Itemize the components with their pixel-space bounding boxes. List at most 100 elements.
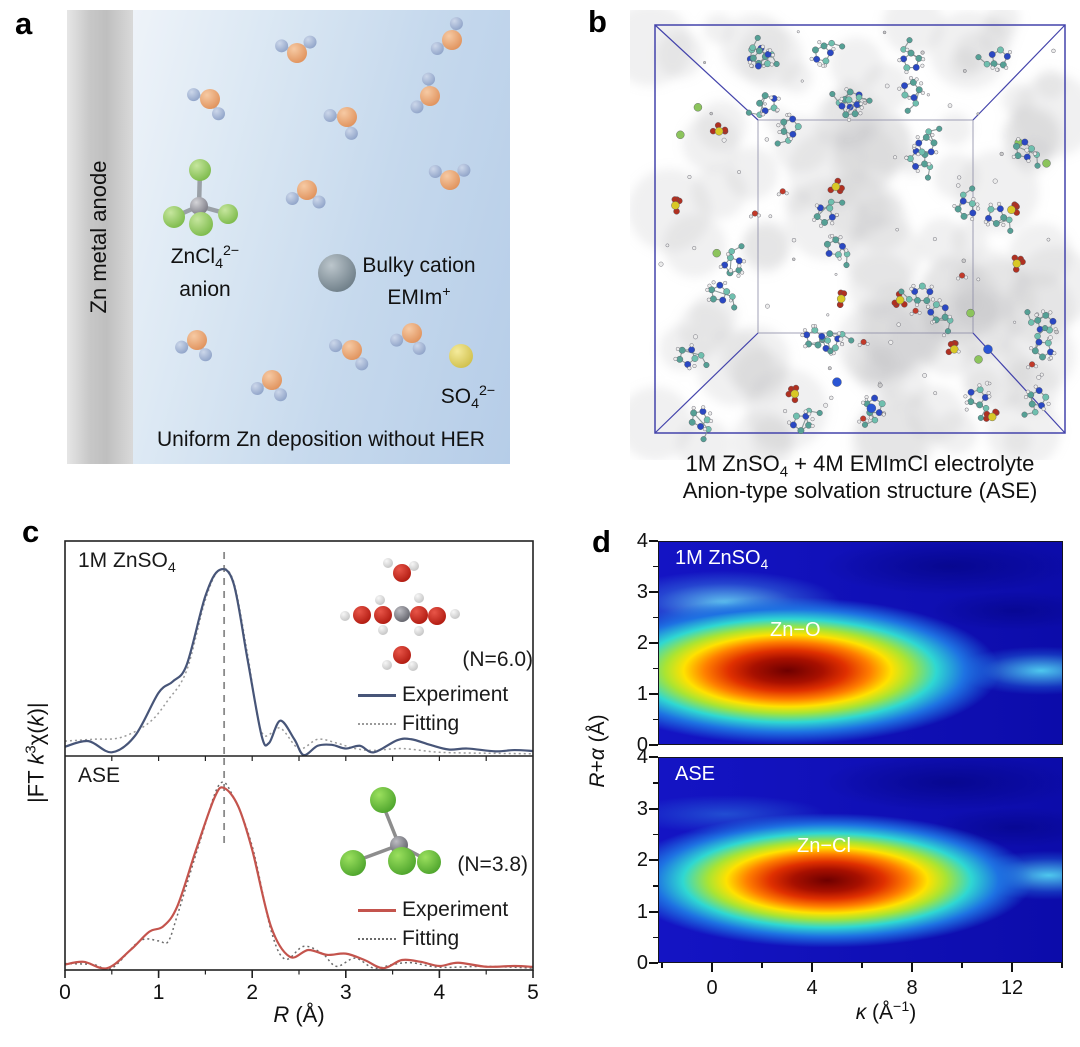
zn-center-atom <box>190 197 208 215</box>
water-molecule <box>250 370 287 402</box>
water-molecule <box>323 107 358 140</box>
axis-tick <box>653 718 658 721</box>
heatmap1-label: 1M ZnSO4 <box>675 547 769 572</box>
axis-tick <box>711 963 713 972</box>
panel-a-label: a <box>15 6 33 41</box>
axis-tick <box>649 540 658 542</box>
d-y-axis-label: R+α (Å) <box>586 714 609 788</box>
axis-tick <box>961 963 963 968</box>
axis-tick-label: 2 <box>636 849 648 871</box>
c-x-axis-label: R (Å) <box>273 1002 325 1027</box>
c-tick-label: 4 <box>434 981 446 1004</box>
axis-tick-label: 3 <box>636 581 648 603</box>
axis-tick <box>653 616 658 619</box>
wavelet-heatmap-ase <box>658 757 1063 963</box>
axis-tick <box>649 744 658 746</box>
water-molecule <box>390 323 426 355</box>
zn-water-inset <box>340 558 460 671</box>
anion-word: anion <box>179 278 231 302</box>
axis-tick-label: 1 <box>636 900 648 923</box>
anode-label: Zn metal anode <box>86 160 111 314</box>
bulky-cation-sphere <box>318 254 356 292</box>
heatmap2-label: ASE <box>675 763 716 785</box>
exafs-plot-svg: 0 1 2 3 4 5 <box>59 540 539 1004</box>
axis-tick <box>653 885 658 887</box>
legend2-fitting-label: Fitting <box>402 927 460 950</box>
axis-tick <box>649 859 658 861</box>
zn-anode-bar <box>67 10 133 464</box>
water-molecule <box>175 330 212 362</box>
c-tick-label: 3 <box>340 981 352 1004</box>
c-tick-label: 1 <box>153 981 165 1004</box>
axis-tick <box>653 833 658 835</box>
water-molecule <box>428 163 471 190</box>
heatmap1-bond-label: Zn−O <box>770 619 821 641</box>
water-molecules <box>175 17 471 402</box>
axis-tick <box>661 963 663 968</box>
subplot1-label: 1M ZnSO4 <box>78 549 176 577</box>
water-molecule <box>275 35 317 63</box>
c-y-axis-label: |FT k3χ(k)| <box>22 702 49 803</box>
axis-tick-label: 12 <box>1000 977 1024 999</box>
axis-tick-label: 4 <box>806 977 818 999</box>
axis-tick <box>861 963 863 968</box>
electrolyte-area <box>133 10 510 464</box>
axis-tick <box>1011 963 1013 972</box>
water-molecule <box>430 17 463 55</box>
c-tick-label: 5 <box>527 981 539 1004</box>
legend1-fitting-line <box>358 723 396 725</box>
axis-tick <box>653 565 658 568</box>
sulfate-sphere <box>449 344 473 368</box>
axis-tick-label: 4 <box>636 530 648 552</box>
zncl4-inset <box>340 787 441 876</box>
legend2-experiment-line <box>358 909 396 912</box>
axis-tick <box>811 963 813 972</box>
axis-tick-label: 0 <box>706 977 718 999</box>
legend1-experiment-line <box>358 694 396 697</box>
panel-b-caption-line2: Anion-type solvation structure (ASE) <box>682 478 1038 503</box>
axis-tick <box>649 807 658 810</box>
axis-tick-label: 2 <box>636 632 648 654</box>
electrolyte-molecules <box>658 30 1059 443</box>
subplot2-label: ASE <box>78 764 121 787</box>
axis-tick-label: 0 <box>636 734 648 756</box>
water-molecule <box>285 180 326 209</box>
md-simulation-box <box>630 10 1080 460</box>
cation-line1: Bulky cation <box>362 254 476 277</box>
water-molecule <box>329 339 369 371</box>
axis-tick-label: 3 <box>636 797 648 820</box>
legend1-fitting-label: Fitting <box>402 712 460 735</box>
heatmap2-bond-label: Zn−Cl <box>797 835 851 857</box>
legend2-experiment-label: Experiment <box>402 898 509 921</box>
c-tick-label: 2 <box>246 981 258 1004</box>
axis-tick <box>653 936 658 938</box>
axis-tick <box>649 642 658 644</box>
axis-tick <box>911 963 913 972</box>
water-molecule <box>187 88 225 121</box>
legend1-experiment-label: Experiment <box>402 683 509 706</box>
axis-tick-label: 0 <box>636 952 648 974</box>
axis-tick <box>653 667 658 670</box>
experiment-curve-1 <box>64 567 534 757</box>
simulation-box-edges <box>654 24 1066 434</box>
solvent-surface <box>630 10 1080 460</box>
legend2-fitting-line <box>358 938 396 940</box>
c-tick-label: 0 <box>59 981 71 1004</box>
anion-formula: ZnCl42− <box>170 243 240 273</box>
axis-tick <box>649 591 658 593</box>
axis-tick <box>653 782 658 784</box>
d-x-axis-label: κ (Å−1) <box>855 999 917 1024</box>
cation-label: Bulky cation EMIm+ <box>353 253 485 311</box>
coordination-number-1: (N=6.0) <box>462 648 533 671</box>
axis-tick <box>1061 963 1063 968</box>
cation-formula: EMIm+ <box>387 284 451 309</box>
axis-tick <box>649 693 658 695</box>
axis-tick-label: 8 <box>906 977 918 999</box>
axis-tick <box>649 910 658 913</box>
anion-label: ZnCl42− anion <box>135 238 275 303</box>
c-x-ticks: 0 1 2 3 4 5 <box>59 756 539 1004</box>
panel-a-molecules-svg <box>163 17 473 402</box>
panel-b-label: b <box>588 4 607 39</box>
panel-d-label: d <box>592 524 611 559</box>
wavelet-heatmap-znso4 <box>658 541 1063 745</box>
